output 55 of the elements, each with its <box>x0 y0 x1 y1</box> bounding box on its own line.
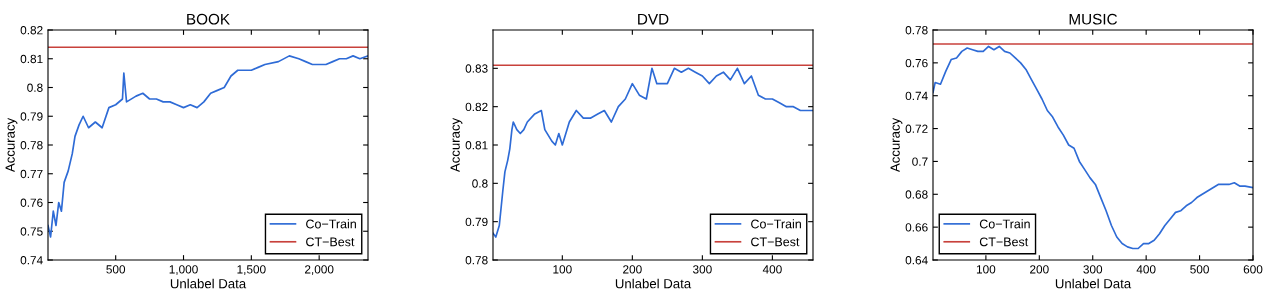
y-tick-label: 0.68 <box>905 190 928 199</box>
x-tick-label: 100 <box>553 265 572 274</box>
x-tick-label: 100 <box>976 265 996 274</box>
y-tick-label: 0.79 <box>465 217 488 227</box>
y-tick-label: 0.82 <box>465 102 488 112</box>
y-tick-label: 0.74 <box>20 256 43 265</box>
legend-label: CT−Best <box>306 237 355 247</box>
y-tick-label: 0.77 <box>20 169 43 179</box>
legend-label: CT−Best <box>751 237 800 247</box>
y-tick-label: 0.74 <box>905 91 928 101</box>
x-tick-label: 300 <box>1083 265 1103 274</box>
x-tick-label: 400 <box>762 265 782 274</box>
y-tick-label: 0.64 <box>905 256 928 265</box>
y-tick-label: 0.78 <box>905 26 928 35</box>
y-axis-title: Accuracy <box>450 117 463 173</box>
y-axis-title: Accuracy <box>5 117 18 173</box>
y-tick-label: 0.75 <box>20 227 43 236</box>
x-axis-title: Unlabel Data <box>170 278 247 289</box>
legend-label: Co−Train <box>751 219 801 229</box>
y-tick-label: 0.79 <box>20 112 43 121</box>
legend-label: Co−Train <box>306 219 356 229</box>
y-tick-label: 0.81 <box>465 141 488 150</box>
chart-title: MUSIC <box>1069 13 1118 25</box>
line-series <box>933 45 1253 250</box>
y-tick-label: 0.83 <box>465 64 488 73</box>
chart-title: BOOK <box>187 13 230 25</box>
legend-label: CT−Best <box>979 237 1029 247</box>
x-tick-label: 500 <box>1190 265 1209 274</box>
x-tick-label: 300 <box>692 265 712 274</box>
x-axis-title: Unlabel Data <box>615 278 692 289</box>
y-tick-label: 0.66 <box>905 223 928 232</box>
chart-title: DVD <box>638 13 669 25</box>
y-tick-label: 0.76 <box>905 58 928 68</box>
y-tick-label: 0.81 <box>20 54 43 64</box>
y-axis-title: Accuracy <box>890 117 903 173</box>
y-tick-label: 0.7 <box>912 157 928 166</box>
y-tick-label: 0.78 <box>20 141 43 150</box>
x-tick-label: 2,000 <box>304 265 334 275</box>
x-tick-label: 200 <box>623 265 642 274</box>
x-tick-label: 1,000 <box>169 265 198 275</box>
x-tick-label: 600 <box>1243 265 1263 274</box>
y-tick-label: 0.78 <box>465 256 488 265</box>
y-tick-label: 0.8 <box>472 179 488 188</box>
line-series <box>48 55 368 238</box>
x-axis-title: Unlabel Data <box>1055 278 1132 289</box>
y-tick-label: 0.72 <box>905 124 928 133</box>
y-tick-label: 0.8 <box>27 83 43 92</box>
legend-label: Co−Train <box>979 219 1030 229</box>
x-tick-label: 1,500 <box>237 265 266 275</box>
x-tick-label: 500 <box>106 265 126 274</box>
x-tick-label: 400 <box>1136 265 1156 274</box>
y-tick-label: 0.82 <box>20 26 43 35</box>
x-tick-label: 200 <box>1030 265 1049 274</box>
line-series <box>493 67 813 238</box>
y-tick-label: 0.76 <box>20 198 43 207</box>
